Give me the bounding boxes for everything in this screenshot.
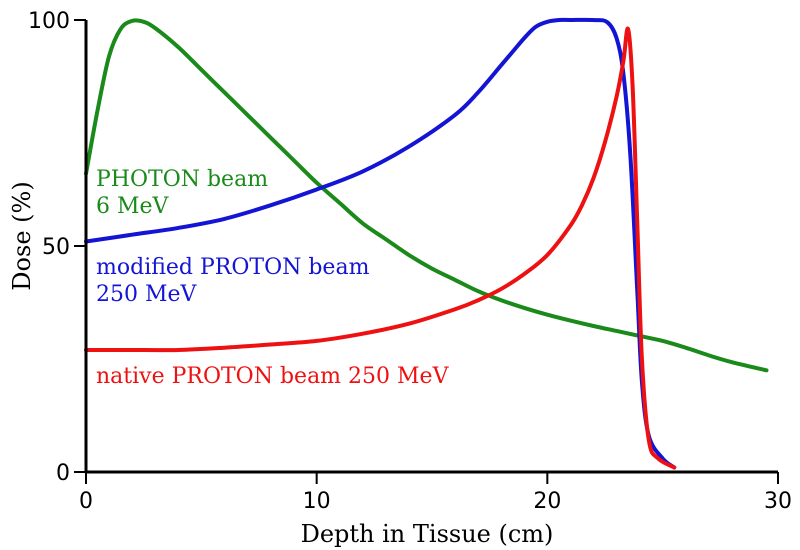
series-label-0: PHOTON beam 6 MeV — [96, 167, 268, 219]
series-label-1-line-0: modified PROTON beam — [96, 255, 370, 280]
x-tick-label-0: 0 — [79, 489, 93, 514]
series-label-0-line-0: PHOTON beam — [96, 167, 268, 192]
y-tick-label-0: 0 — [56, 461, 70, 486]
series-label-1-line-1: 250 MeV — [96, 282, 198, 307]
tick-marks: 0 10 20 30 0 50 100 — [28, 9, 792, 514]
series-curves — [84, 17, 769, 470]
x-axis-title: Depth in Tissue (cm) — [301, 520, 554, 548]
series-label-0-line-1: 6 MeV — [96, 194, 170, 219]
series-labels: PHOTON beam 6 MeV modified PROTON beam 250 … — [96, 167, 450, 389]
series-line-0 — [84, 18, 769, 373]
y-tick-label-100: 100 — [28, 9, 70, 34]
series-label-2-line-0: native PROTON beam 250 MeV — [96, 364, 450, 389]
y-axis-title: Dose (%) — [8, 181, 36, 290]
x-tick-label-30: 30 — [764, 489, 792, 514]
series-line-2 — [84, 26, 677, 470]
series-label-2: native PROTON beam 250 MeV — [96, 364, 450, 389]
axes — [84, 20, 778, 474]
series-line-1 — [84, 17, 677, 470]
x-tick-label-10: 10 — [303, 489, 331, 514]
y-tick-label-50: 50 — [42, 235, 70, 260]
series-label-1: modified PROTON beam 250 MeV — [96, 255, 370, 307]
x-tick-label-20: 20 — [533, 489, 561, 514]
